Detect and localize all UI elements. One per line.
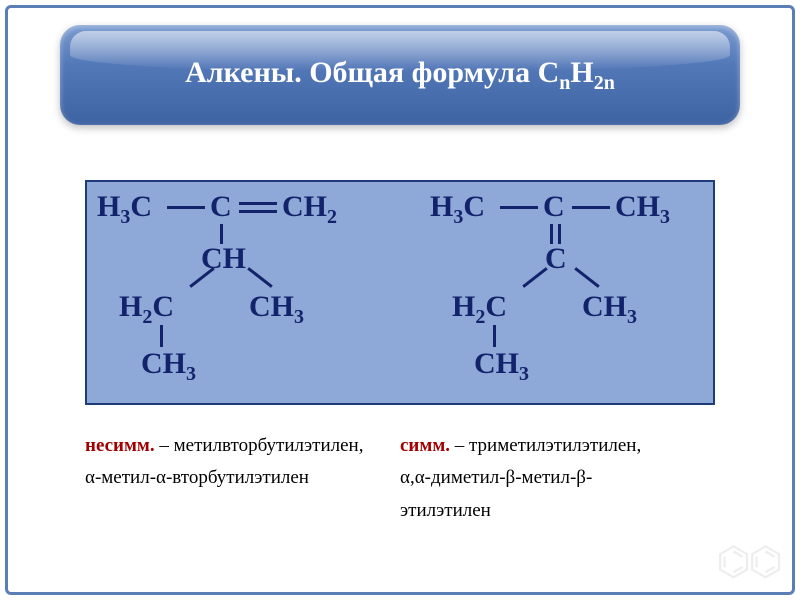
right-formula: H3C C CH3 C H2C CH3 CH3: [400, 182, 713, 403]
title-mid: H: [570, 56, 593, 89]
atom-ch3-r3: CH3: [474, 347, 529, 386]
atom-ch2-l1: CH2: [282, 190, 337, 229]
title-sub2: 2n: [594, 72, 615, 94]
bond-r6: [493, 325, 496, 347]
cap-l1-rest: – метилвторбутилэтилен,: [155, 435, 364, 456]
title-bar: Алкены. Общая формула CnH2n: [60, 25, 740, 125]
bond-r4: [522, 267, 547, 288]
left-formula: H3C C CH2 CH H2C CH3 CH3: [87, 182, 400, 403]
bond-r1: [500, 206, 538, 209]
caption-row: несимм. – метилвторбутилэтилен, α-метил-…: [85, 430, 715, 527]
atom-h3c-l1: H3C: [97, 190, 152, 229]
caption-right: симм. – триметилэтилэтилен, α,α-диметил-…: [400, 430, 715, 527]
atom-ch3-r2: CH3: [582, 290, 637, 329]
atom-c-l1: C: [210, 190, 232, 224]
title-text: Алкены. Общая формула CnH2n: [185, 56, 615, 95]
bond-r5: [574, 267, 599, 288]
bond-r3b: [558, 224, 561, 244]
cap-r2: α,α-диметил-β-метил-β-: [400, 462, 705, 494]
atom-c-r1: C: [543, 190, 565, 224]
bond-r3a: [550, 224, 553, 244]
bond-r2: [572, 206, 610, 209]
cap-l2: α-метил-α-вторбутилэтилен: [85, 462, 390, 494]
atom-ch3-r1: CH3: [615, 190, 670, 229]
title-sub1: n: [559, 72, 570, 94]
cap-l1-hl: несимм.: [85, 435, 155, 456]
bond-l5: [247, 267, 272, 288]
cap-r3: этилэтилен: [400, 495, 705, 527]
atom-h2c-r: H2C: [452, 290, 507, 329]
atom-h3c-r1: H3C: [430, 190, 485, 229]
bond-l2b: [239, 210, 277, 213]
caption-left: несимм. – метилвторбутилэтилен, α-метил-…: [85, 430, 400, 527]
cap-r1-hl: симм.: [400, 435, 450, 456]
atom-c-r2: C: [545, 242, 567, 276]
title-pre: Алкены. Общая формула C: [185, 56, 559, 89]
bond-l1: [167, 206, 205, 209]
cap-r1-rest: – триметилэтилэтилен,: [450, 435, 641, 456]
atom-ch3-l2: CH3: [141, 347, 196, 386]
atom-h2c-l: H2C: [119, 290, 174, 329]
bond-l3: [220, 224, 223, 244]
bond-l2a: [239, 202, 277, 205]
formula-panel: H3C C CH2 CH H2C CH3 CH3 H3C C CH3 C H2C…: [85, 180, 715, 405]
bond-l6: [160, 325, 163, 347]
atom-ch3-l1: CH3: [249, 290, 304, 329]
watermark-icon: ⌬⌬: [716, 538, 780, 585]
